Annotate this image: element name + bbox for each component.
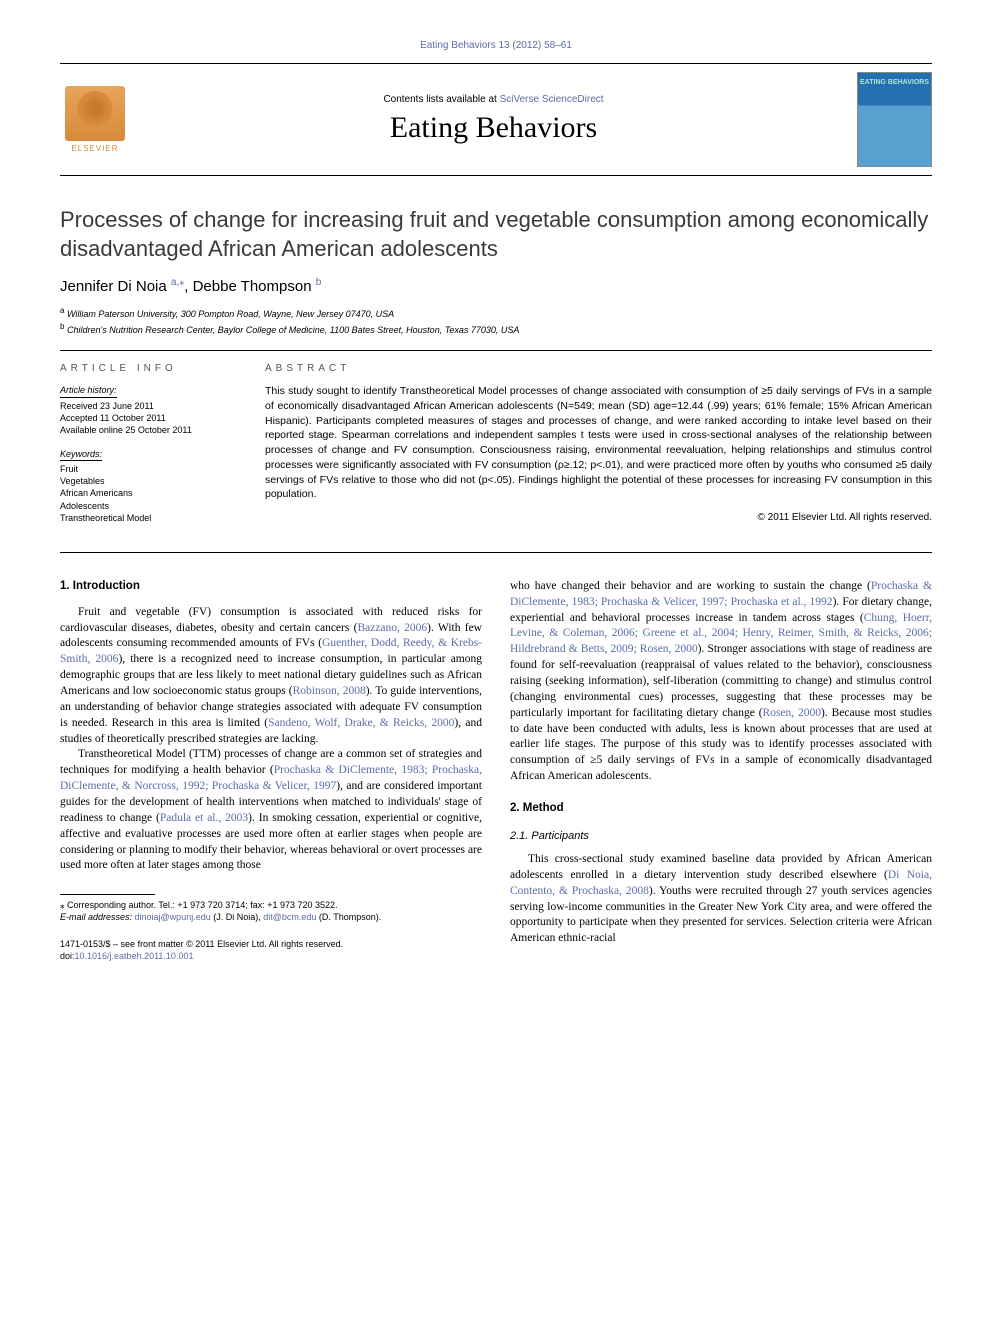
cite-padula-2003[interactable]: Padula et al., 2003 <box>160 812 248 824</box>
abstract-text: This study sought to identify Transtheor… <box>265 384 932 502</box>
cite-robinson-2008[interactable]: Robinson, 2008 <box>293 685 366 697</box>
abstract-head: abstract <box>265 363 932 374</box>
subsection-2-1-head: 2.1. Participants <box>510 829 932 844</box>
intro-para-1: Fruit and vegetable (FV) consumption is … <box>60 605 482 748</box>
journal-reference: Eating Behaviors 13 (2012) 58–61 <box>60 40 932 51</box>
affiliation-b: b Children's Nutrition Research Center, … <box>60 321 932 337</box>
doi-link[interactable]: 10.1016/j.eatbeh.2011.10.001 <box>75 951 194 961</box>
keywords-block: Keywords: Fruit Vegetables African Ameri… <box>60 448 245 524</box>
article-info-head: article info <box>60 363 245 374</box>
journal-header: ELSEVIER Contents lists available at Sci… <box>60 63 932 176</box>
history-accepted: Accepted 11 October 2011 <box>60 413 166 423</box>
elsevier-label: ELSEVIER <box>71 144 118 153</box>
footnote-separator <box>60 894 155 895</box>
issn-copyright: 1471-0153/$ – see front matter © 2011 El… <box>60 939 343 949</box>
sciencedirect-link[interactable]: SciVerse ScienceDirect <box>500 94 604 105</box>
left-column: 1. Introduction Fruit and vegetable (FV)… <box>60 579 482 962</box>
email-link-2[interactable]: dit@bcm.edu <box>263 912 316 922</box>
section-2-head: 2. Method <box>510 801 932 817</box>
author-sep: , <box>184 278 192 295</box>
article-info-column: article info Article history: Received 2… <box>60 363 265 535</box>
keyword-3: African Americans <box>60 488 133 498</box>
cite-bazzano-2006[interactable]: Bazzano, 2006 <box>357 622 427 634</box>
doi-prefix: doi: <box>60 951 75 961</box>
right-para-1: who have changed their behavior and are … <box>510 579 932 785</box>
header-center: Contents lists available at SciVerse Sci… <box>130 94 857 145</box>
keyword-2: Vegetables <box>60 476 105 486</box>
keyword-4: Adolescents <box>60 501 109 511</box>
contents-available-line: Contents lists available at SciVerse Sci… <box>130 94 857 105</box>
email-label: E-mail addresses: <box>60 912 135 922</box>
journal-ref-link[interactable]: Eating Behaviors 13 (2012) 58–61 <box>420 40 572 51</box>
journal-cover-label: EATING BEHAVIORS <box>858 79 931 87</box>
journal-title: Eating Behaviors <box>130 111 857 145</box>
cite-rosen-2000[interactable]: Rosen, 2000 <box>763 707 822 719</box>
elsevier-logo: ELSEVIER <box>60 80 130 160</box>
author-1-name: Jennifer Di Noia <box>60 278 171 295</box>
history-label: Article history: <box>60 384 117 397</box>
rp2-t0: This cross-sectional study examined base… <box>510 853 932 881</box>
email-who-2: (D. Thompson). <box>316 912 381 922</box>
section-1-head: 1. Introduction <box>60 579 482 595</box>
affiliation-a: a William Paterson University, 300 Pompt… <box>60 305 932 321</box>
page-root: Eating Behaviors 13 (2012) 58–61 ELSEVIE… <box>0 0 992 992</box>
affil-a-text: William Paterson University, 300 Pompton… <box>64 309 394 319</box>
keywords-label: Keywords: <box>60 448 102 461</box>
author-2-affil-link[interactable]: b <box>316 277 322 288</box>
author-list: Jennifer Di Noia a,⁎, Debbe Thompson b <box>60 277 932 295</box>
body-columns: 1. Introduction Fruit and vegetable (FV)… <box>60 579 932 962</box>
email-who-1: (J. Di Noia), <box>211 912 264 922</box>
keyword-1: Fruit <box>60 464 78 474</box>
abstract-copyright: © 2011 Elsevier Ltd. All rights reserved… <box>265 512 932 523</box>
email-link-1[interactable]: dinoiaj@wpunj.edu <box>135 912 211 922</box>
article-history-block: Article history: Received 23 June 2011 A… <box>60 384 245 436</box>
abstract-column: abstract This study sought to identify T… <box>265 363 932 535</box>
history-received: Received 23 June 2011 <box>60 401 154 411</box>
cite-sandeno-2000[interactable]: Sandeno, Wolf, Drake, & Reicks, 2000 <box>268 717 454 729</box>
affil-b-text: Children's Nutrition Research Center, Ba… <box>64 325 519 335</box>
front-matter-line: 1471-0153/$ – see front matter © 2011 El… <box>60 938 482 962</box>
rp1-t0: who have changed their behavior and are … <box>510 580 871 592</box>
author-1-affil-link[interactable]: a, <box>171 277 179 288</box>
elsevier-tree-icon <box>65 86 125 141</box>
journal-cover-thumb: EATING BEHAVIORS <box>857 72 932 167</box>
author-2-name: Debbe Thompson <box>193 278 316 295</box>
article-title: Processes of change for increasing fruit… <box>60 206 932 263</box>
intro-para-2: Transtheoretical Model (TTM) processes o… <box>60 747 482 874</box>
corresponding-footnote: ⁎ Corresponding author. Tel.: +1 973 720… <box>60 899 482 923</box>
method-para-1: This cross-sectional study examined base… <box>510 852 932 947</box>
history-online: Available online 25 October 2011 <box>60 425 192 435</box>
info-abstract-row: article info Article history: Received 2… <box>60 350 932 552</box>
contents-prefix: Contents lists available at <box>383 94 499 105</box>
right-column: who have changed their behavior and are … <box>510 579 932 962</box>
email-line: E-mail addresses: dinoiaj@wpunj.edu (J. … <box>60 911 482 923</box>
keyword-5: Transtheoretical Model <box>60 513 151 523</box>
corr-author-line: ⁎ Corresponding author. Tel.: +1 973 720… <box>60 899 482 911</box>
